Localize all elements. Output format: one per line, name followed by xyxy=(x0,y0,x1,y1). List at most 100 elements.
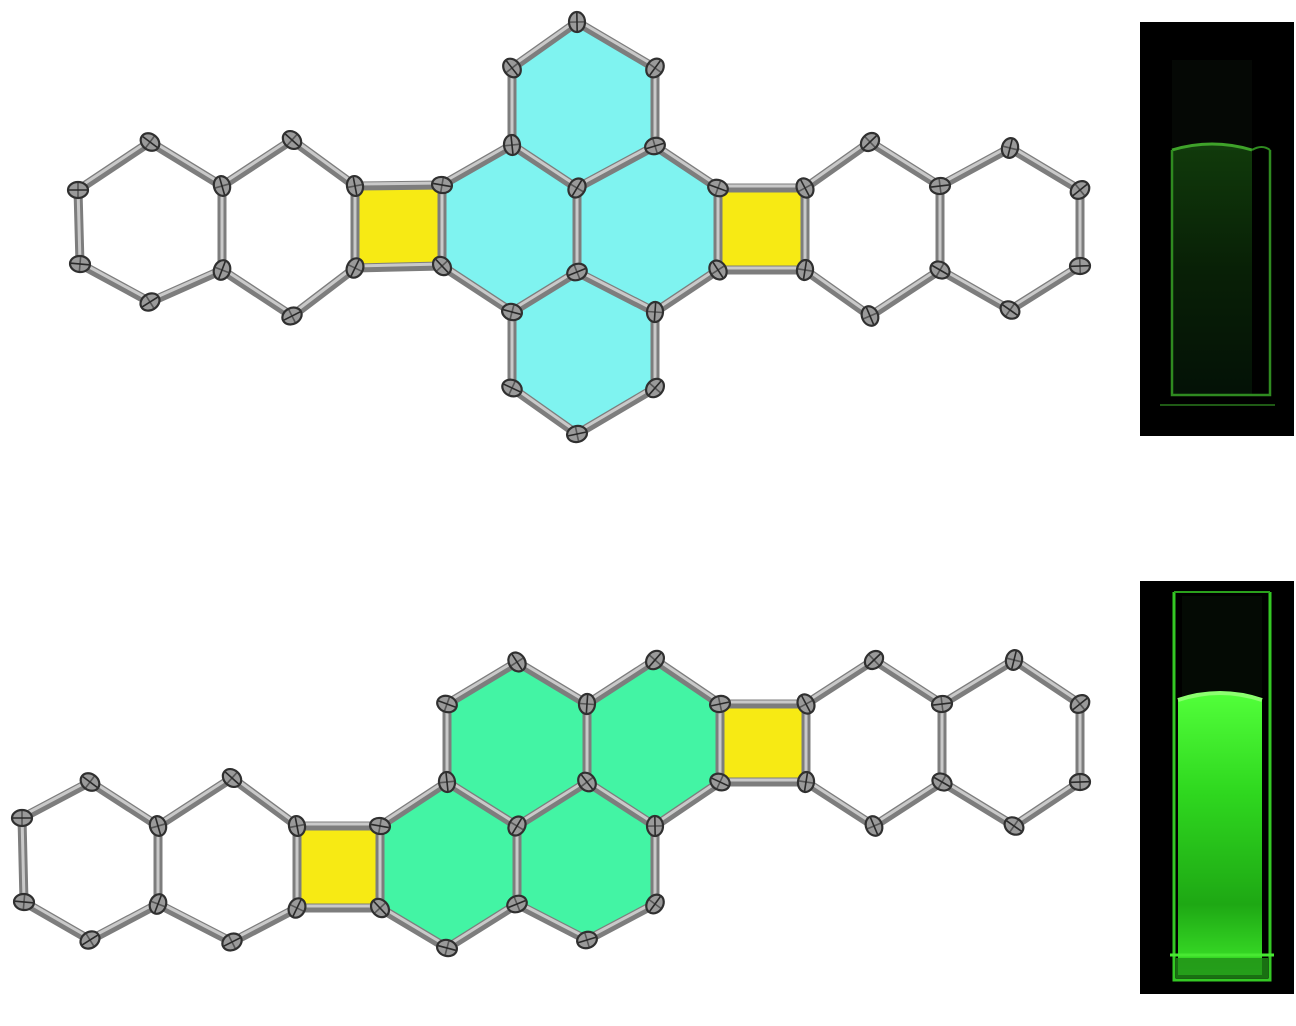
bond xyxy=(217,135,297,191)
atom xyxy=(1069,694,1091,714)
bond xyxy=(145,265,227,307)
bottom-molecule-bonds xyxy=(17,655,1085,953)
bond xyxy=(865,137,945,191)
atom xyxy=(567,177,587,199)
atom xyxy=(644,377,666,399)
atom xyxy=(436,694,458,714)
bond xyxy=(572,383,660,439)
bottom-molecule-ring-fill-7 xyxy=(720,704,806,782)
top-molecule-structure xyxy=(66,10,1092,444)
bond xyxy=(227,903,302,947)
bond xyxy=(572,267,660,317)
atom xyxy=(431,255,453,277)
bond xyxy=(650,777,725,831)
atom xyxy=(645,814,665,838)
top-molecule-ring-fills xyxy=(355,22,805,434)
atom xyxy=(437,770,457,794)
atom xyxy=(860,305,880,327)
bond xyxy=(800,137,875,193)
atom xyxy=(1003,816,1025,836)
top-molecule-bonds xyxy=(73,17,1085,439)
atom xyxy=(502,133,522,157)
atom xyxy=(567,10,587,34)
bond xyxy=(512,777,592,831)
top-molecule-atoms xyxy=(66,10,1092,444)
top-cuvette-meniscus xyxy=(1171,142,1253,152)
bottom-cuvette-photo xyxy=(1140,581,1294,994)
atom xyxy=(645,893,665,915)
atom xyxy=(79,930,101,950)
atom xyxy=(212,175,232,197)
atom xyxy=(708,694,732,714)
bond xyxy=(73,137,155,195)
bond xyxy=(75,259,155,307)
bond xyxy=(217,265,297,321)
atom xyxy=(863,649,885,671)
atom xyxy=(12,892,36,912)
bond xyxy=(801,655,879,709)
atom xyxy=(576,930,598,950)
bond xyxy=(1005,143,1085,195)
atom xyxy=(709,772,731,792)
atom xyxy=(436,938,458,958)
atom xyxy=(645,57,665,79)
bond xyxy=(582,899,660,945)
top-cuvette-headspace xyxy=(1172,60,1252,150)
bond xyxy=(582,655,660,709)
bond xyxy=(507,17,582,73)
bond xyxy=(1005,261,1085,315)
atom xyxy=(644,136,666,156)
bottom-molecule-ring-fill-3 xyxy=(380,782,517,948)
atom xyxy=(430,175,454,195)
bond xyxy=(437,140,517,190)
atom xyxy=(139,292,161,312)
atom xyxy=(281,306,303,326)
top-molecule-ring-fill-5 xyxy=(577,146,718,312)
atom xyxy=(507,651,527,673)
atom xyxy=(368,816,392,836)
bond xyxy=(287,263,360,321)
top-molecule-ring-fill-6 xyxy=(512,272,655,434)
bond xyxy=(1009,655,1085,709)
bond xyxy=(572,141,660,193)
bond xyxy=(650,655,725,709)
bottom-molecule-atoms xyxy=(10,649,1092,958)
bond xyxy=(512,657,592,709)
bond xyxy=(375,903,452,953)
atom xyxy=(68,254,92,274)
atom xyxy=(79,772,101,792)
bond xyxy=(17,777,95,823)
bond xyxy=(350,261,447,273)
top-cuvette-wall xyxy=(1170,150,1272,397)
bond xyxy=(869,777,947,831)
bond xyxy=(650,141,723,193)
atom xyxy=(859,131,881,153)
bond xyxy=(227,773,302,831)
atom xyxy=(1004,649,1024,671)
atom xyxy=(148,893,168,915)
bond xyxy=(572,17,660,73)
atom xyxy=(221,932,243,952)
bottom-molecule-ring-fill-4 xyxy=(517,782,655,940)
top-molecule-ring-fill-4 xyxy=(512,22,655,188)
bond xyxy=(937,777,1019,831)
bond xyxy=(19,897,95,945)
bond xyxy=(512,899,592,945)
bond xyxy=(935,143,1015,191)
bond xyxy=(442,657,522,709)
bond xyxy=(375,777,452,831)
atom xyxy=(139,132,161,152)
bond xyxy=(442,899,522,953)
bond xyxy=(287,135,360,191)
atom xyxy=(345,257,365,279)
atom xyxy=(148,815,168,837)
bond xyxy=(869,655,947,709)
atom xyxy=(566,262,588,282)
bottom-molecule-ring-fill-5 xyxy=(447,662,587,826)
atom xyxy=(999,300,1021,320)
atom xyxy=(1068,772,1092,792)
bottom-cuvette-headspace xyxy=(1182,596,1262,696)
atom xyxy=(287,814,307,838)
top-molecule-ring-fill-7 xyxy=(718,188,805,270)
